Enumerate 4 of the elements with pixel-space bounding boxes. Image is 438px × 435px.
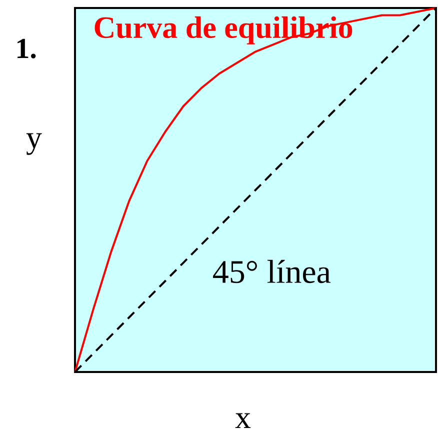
x-axis-title: x (235, 413, 251, 428)
series-label: 45° línea (213, 260, 331, 284)
y-axis-title: y (26, 133, 42, 155)
text: 1. (18, 38, 36, 58)
